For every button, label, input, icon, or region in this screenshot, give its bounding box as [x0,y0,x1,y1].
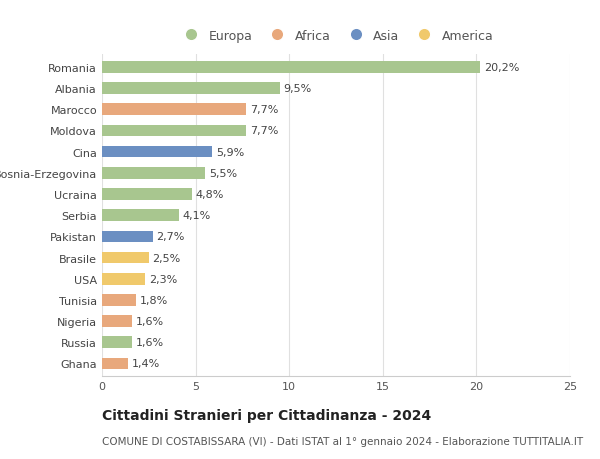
Text: Cittadini Stranieri per Cittadinanza - 2024: Cittadini Stranieri per Cittadinanza - 2… [102,409,431,422]
Bar [102,231,152,243]
Text: 7,7%: 7,7% [250,126,278,136]
Text: 2,5%: 2,5% [152,253,181,263]
Text: 5,9%: 5,9% [216,147,244,157]
Bar [102,337,132,348]
Bar [102,295,136,306]
Text: 4,1%: 4,1% [182,211,211,221]
Text: 5,5%: 5,5% [209,168,237,179]
Bar [102,316,132,327]
Bar [102,168,205,179]
Bar [102,252,149,264]
Text: 7,7%: 7,7% [250,105,278,115]
Bar [102,104,246,116]
Text: 2,7%: 2,7% [156,232,185,242]
Bar [102,273,145,285]
Text: 1,4%: 1,4% [132,358,160,369]
Text: 1,8%: 1,8% [139,295,167,305]
Bar [102,189,192,201]
Bar [102,210,179,222]
Text: 1,6%: 1,6% [136,316,164,326]
Text: COMUNE DI COSTABISSARA (VI) - Dati ISTAT al 1° gennaio 2024 - Elaborazione TUTTI: COMUNE DI COSTABISSARA (VI) - Dati ISTAT… [102,436,583,446]
Bar [102,146,212,158]
Text: 2,3%: 2,3% [149,274,177,284]
Text: 9,5%: 9,5% [284,84,312,94]
Bar [102,62,480,73]
Bar [102,358,128,369]
Bar [102,125,246,137]
Legend: Europa, Africa, Asia, America: Europa, Africa, Asia, America [178,29,494,42]
Text: 20,2%: 20,2% [484,63,519,73]
Text: 4,8%: 4,8% [196,190,224,200]
Bar [102,83,280,95]
Text: 1,6%: 1,6% [136,337,164,347]
